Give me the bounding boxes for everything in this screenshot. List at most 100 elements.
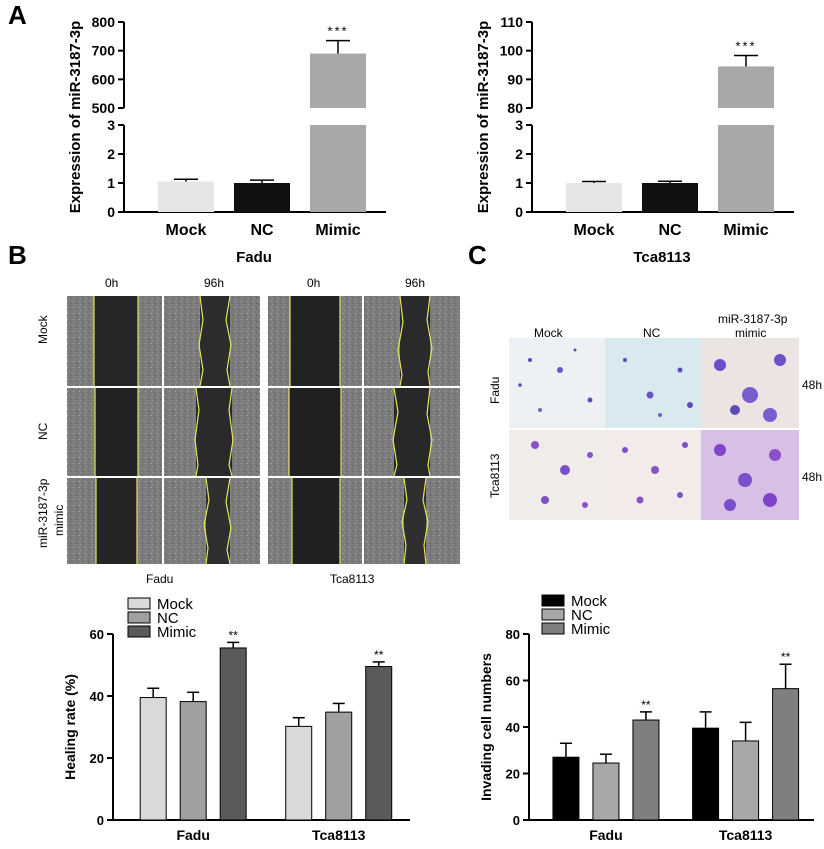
y-tick-label: 20 — [90, 751, 104, 766]
y-tick-label: 100 — [500, 43, 524, 59]
migration-row-label: NC — [36, 422, 50, 440]
bar — [158, 181, 214, 212]
y-tick-label: 80 — [507, 100, 523, 116]
transwell-time-label: 48h — [802, 378, 823, 392]
bar — [732, 740, 760, 821]
x-tick-label: Mimic — [315, 222, 360, 239]
panel-label-b: B — [8, 240, 27, 270]
migration-group-label: Tca8113 — [330, 572, 375, 586]
y-tick-label: 90 — [507, 71, 523, 87]
x-axis-label: Fadu — [236, 249, 272, 266]
y-tick-label: 800 — [92, 14, 116, 30]
migration-row-label: mimic — [52, 504, 66, 536]
migration-time-label: 0h — [307, 276, 321, 290]
legend-label: Mimic — [157, 624, 197, 641]
y-tick-label: 0 — [107, 204, 115, 220]
x-tick-label: Mock — [574, 222, 615, 239]
bar — [219, 647, 247, 821]
transwell-column-label: miR-3187-3p — [718, 312, 788, 326]
y-tick-label: 0 — [513, 813, 520, 828]
y-tick-label: 1 — [515, 175, 523, 191]
bar — [632, 719, 660, 821]
transwell-column-label: Mock — [534, 326, 563, 340]
y-tick-label: 80 — [506, 627, 520, 642]
legend-swatch — [127, 625, 151, 638]
y-tick-label: 2 — [107, 146, 115, 162]
y-tick-label: 2 — [515, 146, 523, 162]
bar — [772, 688, 800, 821]
y-tick-label: 60 — [90, 627, 104, 642]
migration-time-label: 96h — [405, 276, 426, 290]
bar — [718, 125, 774, 212]
y-tick-label: 3 — [107, 117, 115, 133]
legend-label: NC — [571, 607, 593, 624]
y-tick-label: 40 — [90, 689, 104, 704]
y-tick-label: 20 — [506, 767, 520, 782]
x-tick-label: Mock — [166, 222, 207, 239]
x-tick-label: Tca8113 — [719, 827, 773, 843]
y-tick-label: 600 — [92, 71, 116, 87]
legend-swatch — [541, 608, 565, 621]
transwell-time-label: 48h — [802, 470, 823, 484]
y-axis-label: Invading cell numbers — [478, 653, 494, 801]
x-tick-label: Fadu — [589, 827, 622, 843]
y-tick-label: 110 — [500, 14, 523, 30]
bar — [718, 66, 774, 108]
x-tick-label: Fadu — [176, 827, 209, 843]
y-tick-label: 60 — [506, 674, 520, 689]
significance-label: ** — [374, 648, 384, 662]
bar — [310, 53, 366, 108]
y-axis-label: Healing rate (%) — [62, 674, 78, 780]
migration-time-label: 96h — [204, 276, 225, 290]
legend-label: Mimic — [571, 621, 611, 638]
significance-label: *** — [735, 39, 756, 54]
x-tick-label: Mimic — [723, 222, 768, 239]
migration-row-label: Mock — [36, 315, 50, 344]
panel-label-c: C — [468, 240, 487, 270]
bar — [365, 666, 393, 821]
legend-swatch — [541, 594, 565, 607]
bar — [234, 183, 290, 212]
y-tick-label: 0 — [97, 813, 104, 828]
bar — [310, 125, 366, 212]
y-tick-label: 0 — [515, 204, 523, 220]
bar — [325, 711, 353, 821]
transwell-column-label: NC — [643, 326, 661, 340]
legend-swatch — [541, 622, 565, 635]
x-tick-label: NC — [250, 222, 274, 239]
y-axis-label: Expression of miR-3187-3p — [475, 21, 492, 214]
bar — [285, 725, 313, 821]
significance-label: ** — [229, 628, 239, 642]
y-axis-label: Expression of miR-3187-3p — [67, 21, 84, 214]
transwell-row-label: Tca8113 — [488, 453, 502, 498]
bar — [692, 727, 720, 821]
panel-label-a: A — [8, 0, 27, 30]
y-tick-label: 500 — [92, 100, 116, 116]
bar — [592, 762, 620, 821]
y-tick-label: 700 — [92, 43, 116, 59]
significance-label: ** — [781, 650, 791, 664]
bar — [566, 183, 622, 212]
bar — [179, 701, 207, 821]
transwell-row-label: Fadu — [488, 376, 502, 404]
x-tick-label: Tca8113 — [312, 827, 366, 843]
legend-swatch — [127, 611, 151, 624]
x-axis-label: Tca8113 — [633, 249, 690, 266]
y-tick-label: 40 — [506, 720, 520, 735]
bar — [642, 183, 698, 212]
bar — [552, 756, 580, 821]
legend-swatch — [127, 597, 151, 610]
y-tick-label: 1 — [107, 175, 115, 191]
legend-label: Mock — [571, 593, 607, 610]
migration-row-label: miR-3187-3p — [36, 478, 50, 548]
significance-label: ** — [641, 698, 651, 712]
migration-group-label: Fadu — [146, 572, 174, 586]
transwell-column-label: mimic — [735, 326, 767, 340]
x-tick-label: NC — [658, 222, 682, 239]
legend-label: Mock — [157, 596, 193, 613]
legend-label: NC — [157, 610, 179, 627]
bar — [139, 697, 167, 821]
migration-time-label: 0h — [105, 276, 119, 290]
y-tick-label: 3 — [515, 117, 523, 133]
